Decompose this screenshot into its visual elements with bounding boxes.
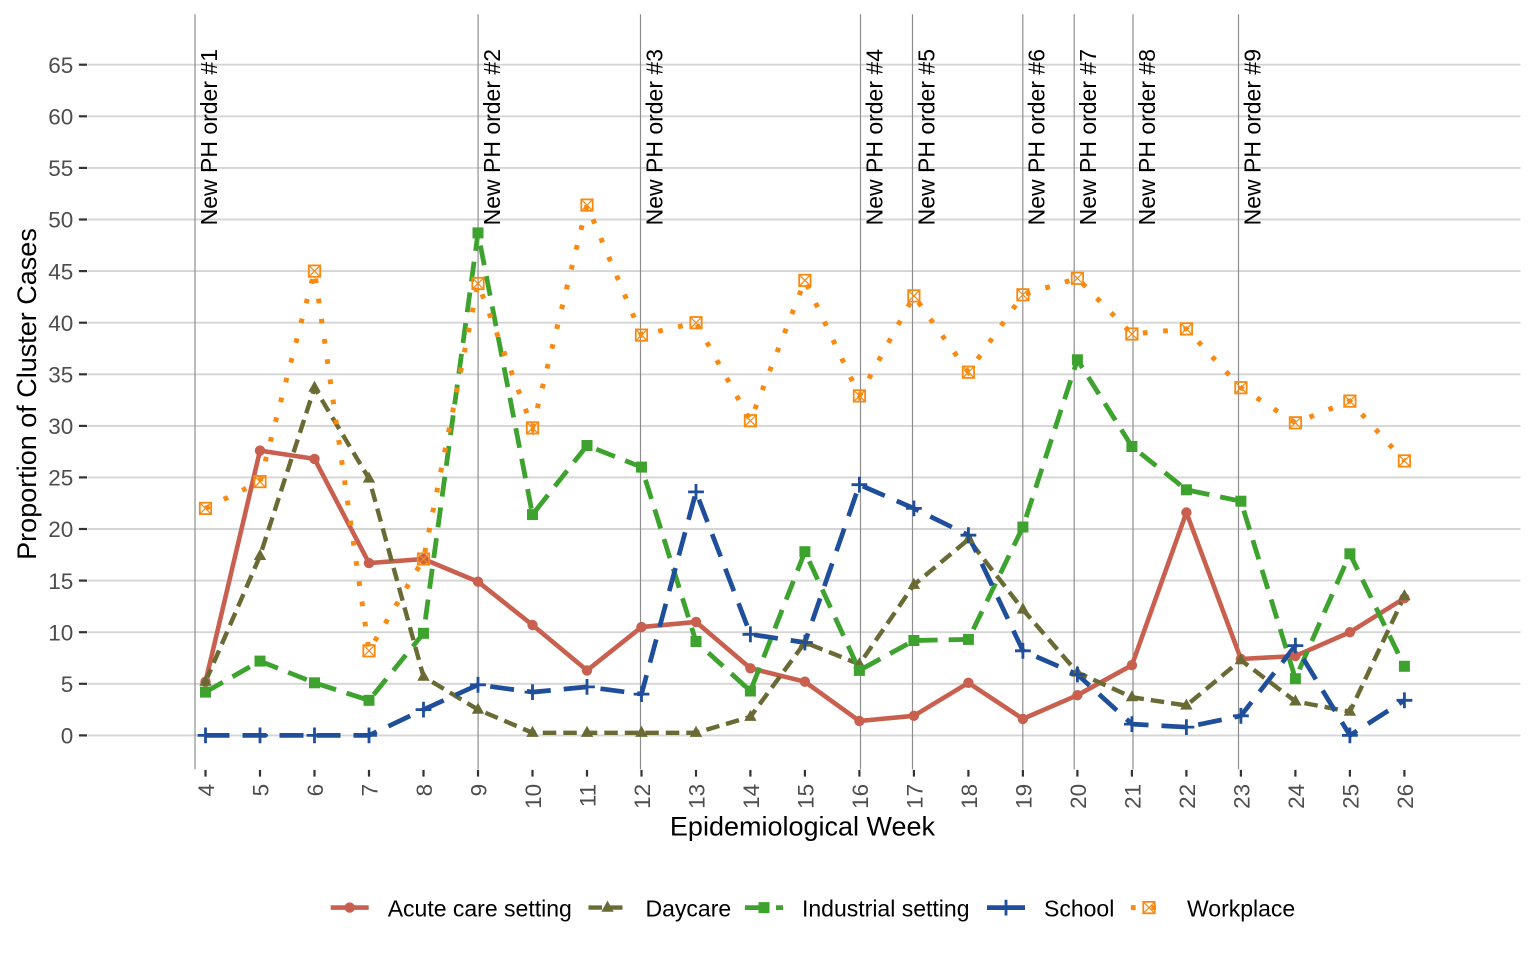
svg-text:School: School	[1044, 896, 1114, 922]
svg-text:65: 65	[48, 53, 73, 78]
svg-text:New PH order #2: New PH order #2	[479, 49, 505, 225]
svg-text:New PH order #3: New PH order #3	[641, 49, 667, 225]
svg-text:25: 25	[1338, 784, 1363, 809]
svg-text:20: 20	[1066, 784, 1091, 809]
svg-text:50: 50	[48, 208, 73, 233]
svg-text:0: 0	[61, 724, 74, 749]
svg-text:5: 5	[248, 784, 273, 797]
svg-text:7: 7	[357, 784, 382, 797]
svg-text:11: 11	[575, 784, 600, 807]
svg-text:New PH order #8: New PH order #8	[1134, 49, 1160, 225]
svg-text:23: 23	[1229, 784, 1254, 809]
svg-text:9: 9	[466, 784, 491, 797]
svg-text:14: 14	[739, 784, 764, 809]
svg-text:40: 40	[48, 311, 73, 336]
svg-text:Daycare: Daycare	[646, 896, 732, 922]
svg-text:Proportion of Cluster Cases: Proportion of Cluster Cases	[12, 228, 42, 560]
svg-text:15: 15	[48, 569, 73, 594]
svg-text:26: 26	[1393, 784, 1418, 809]
svg-text:8: 8	[412, 784, 437, 797]
svg-text:21: 21	[1120, 784, 1145, 809]
svg-text:22: 22	[1175, 784, 1200, 809]
svg-text:60: 60	[48, 105, 73, 130]
svg-text:24: 24	[1284, 784, 1309, 809]
svg-text:Industrial setting: Industrial setting	[802, 896, 969, 922]
svg-text:17: 17	[902, 784, 927, 809]
svg-text:Epidemiological Week: Epidemiological Week	[670, 812, 936, 842]
svg-text:18: 18	[957, 784, 982, 809]
svg-text:35: 35	[48, 363, 73, 388]
svg-text:New PH order #6: New PH order #6	[1024, 49, 1050, 225]
svg-text:New PH order #1: New PH order #1	[196, 49, 222, 225]
svg-text:6: 6	[303, 784, 328, 797]
svg-text:New PH order #9: New PH order #9	[1239, 49, 1265, 225]
svg-text:New PH order #4: New PH order #4	[861, 49, 887, 226]
svg-text:New PH order #7: New PH order #7	[1075, 49, 1101, 225]
svg-text:Workplace: Workplace	[1187, 896, 1295, 922]
svg-text:Acute care setting: Acute care setting	[388, 896, 572, 922]
svg-text:25: 25	[48, 466, 73, 491]
svg-text:30: 30	[48, 414, 73, 439]
svg-text:19: 19	[1011, 784, 1036, 809]
svg-text:5: 5	[61, 672, 74, 697]
svg-text:12: 12	[630, 784, 655, 809]
svg-text:New PH order #5: New PH order #5	[913, 49, 939, 225]
svg-text:10: 10	[521, 784, 546, 809]
svg-text:16: 16	[848, 784, 873, 809]
svg-text:45: 45	[48, 259, 73, 284]
svg-text:4: 4	[194, 784, 219, 797]
svg-text:13: 13	[684, 784, 709, 809]
svg-text:55: 55	[48, 156, 73, 181]
svg-text:15: 15	[793, 784, 818, 809]
svg-text:10: 10	[48, 620, 73, 645]
svg-text:20: 20	[48, 517, 73, 542]
